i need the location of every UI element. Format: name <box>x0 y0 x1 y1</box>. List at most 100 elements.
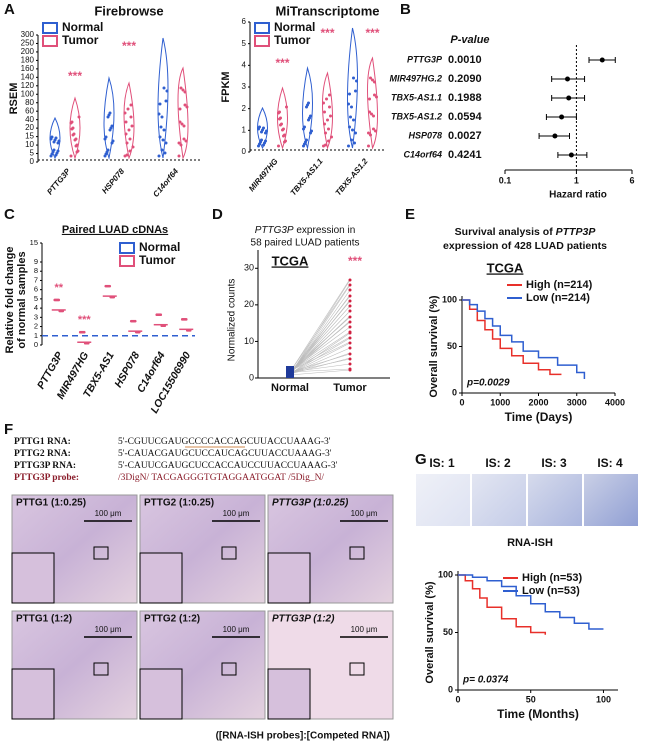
label: D <box>212 206 223 223</box>
label: 100 <box>21 89 35 98</box>
dot <box>328 93 331 97</box>
dot <box>162 86 166 90</box>
label: IS: 4 <box>597 456 623 470</box>
dot <box>126 107 130 111</box>
dot <box>277 144 280 148</box>
inset <box>139 668 183 720</box>
label: PTTG3P <box>45 166 72 196</box>
dot <box>164 99 168 103</box>
dot <box>367 144 370 148</box>
label: E <box>405 206 415 223</box>
label: Normal <box>62 20 103 34</box>
dot <box>352 76 355 80</box>
dot <box>177 154 181 158</box>
dot <box>178 107 182 111</box>
hazard-ratio <box>566 95 572 101</box>
label: 7 <box>34 275 38 284</box>
dot <box>182 137 186 141</box>
dot <box>131 145 135 149</box>
title: Survival analysis of PTTP3P <box>455 226 597 238</box>
dot <box>179 86 183 90</box>
pair-line <box>289 294 351 376</box>
dot <box>348 341 352 345</box>
label: *** <box>320 26 334 40</box>
dot <box>183 103 187 107</box>
dot <box>278 117 281 121</box>
dot <box>348 125 351 129</box>
dot <box>75 150 79 154</box>
label: Normalized counts <box>227 279 238 362</box>
dot <box>125 153 129 157</box>
label: 0.2090 <box>448 73 482 85</box>
dot <box>370 112 373 116</box>
dot <box>350 105 353 109</box>
dot-cluster <box>286 366 294 378</box>
dot <box>373 80 376 84</box>
label: 0 <box>249 372 254 382</box>
dot <box>183 90 187 94</box>
dot <box>348 320 352 324</box>
label: 100 μm <box>95 625 122 634</box>
pair-line <box>289 347 351 375</box>
label: ** <box>54 282 63 294</box>
label: 20 <box>25 123 34 132</box>
label: Tumor <box>333 382 367 394</box>
label: 5 <box>34 294 38 303</box>
pair-line <box>289 299 351 376</box>
dot <box>265 129 268 133</box>
dot <box>354 131 357 135</box>
survival-curve <box>458 574 547 635</box>
dot <box>354 89 357 93</box>
dot <box>348 336 352 340</box>
dot <box>350 138 353 142</box>
dot <box>327 127 330 131</box>
label: TCGA <box>487 260 524 275</box>
dot <box>369 133 372 137</box>
roi <box>221 662 237 676</box>
dot <box>277 111 280 115</box>
pair-line <box>289 369 351 376</box>
dot <box>125 141 129 145</box>
label: 50 <box>526 694 536 704</box>
dot <box>264 139 267 143</box>
label: 5'-CGUUCGAUGCCCCACCAGCUUACCUAAAG-3' <box>118 437 331 447</box>
dot <box>165 89 169 93</box>
label: 8 <box>34 266 38 275</box>
label: 0 <box>452 387 457 397</box>
ish-image <box>416 474 470 526</box>
dot <box>348 92 351 96</box>
label: F <box>4 421 13 438</box>
dot <box>349 115 352 119</box>
pair-line <box>289 332 351 375</box>
dot <box>124 132 128 136</box>
label: G <box>415 451 427 468</box>
label: 5'-CAUACGAUGCUCCAUCAGCUUACCUAAAG-3' <box>118 449 332 459</box>
ish-image <box>472 474 526 526</box>
label: 60 <box>25 106 34 115</box>
label: 300 <box>21 30 35 39</box>
dot <box>110 124 114 128</box>
dot <box>348 304 352 308</box>
dot <box>348 325 352 329</box>
dot <box>106 148 110 152</box>
label: 3 <box>34 312 38 321</box>
dot <box>127 128 131 132</box>
label: PTTG3P RNA: <box>14 461 76 471</box>
dot <box>348 367 352 371</box>
dot <box>347 144 350 148</box>
label: 0.0027 <box>448 130 482 142</box>
dot <box>124 120 128 124</box>
label: Paired LUAD cDNAs <box>62 224 168 236</box>
roi <box>349 546 365 560</box>
label: PTTG2 RNA: <box>14 449 71 459</box>
dot <box>325 97 328 101</box>
label: 0 <box>34 340 38 349</box>
label: *** <box>365 26 379 40</box>
dot <box>371 78 374 82</box>
dot <box>129 103 133 107</box>
label: RNA-ISH <box>507 537 553 549</box>
dot <box>108 111 112 115</box>
roi <box>93 546 109 560</box>
pair-line <box>289 337 351 375</box>
dot <box>104 135 108 139</box>
